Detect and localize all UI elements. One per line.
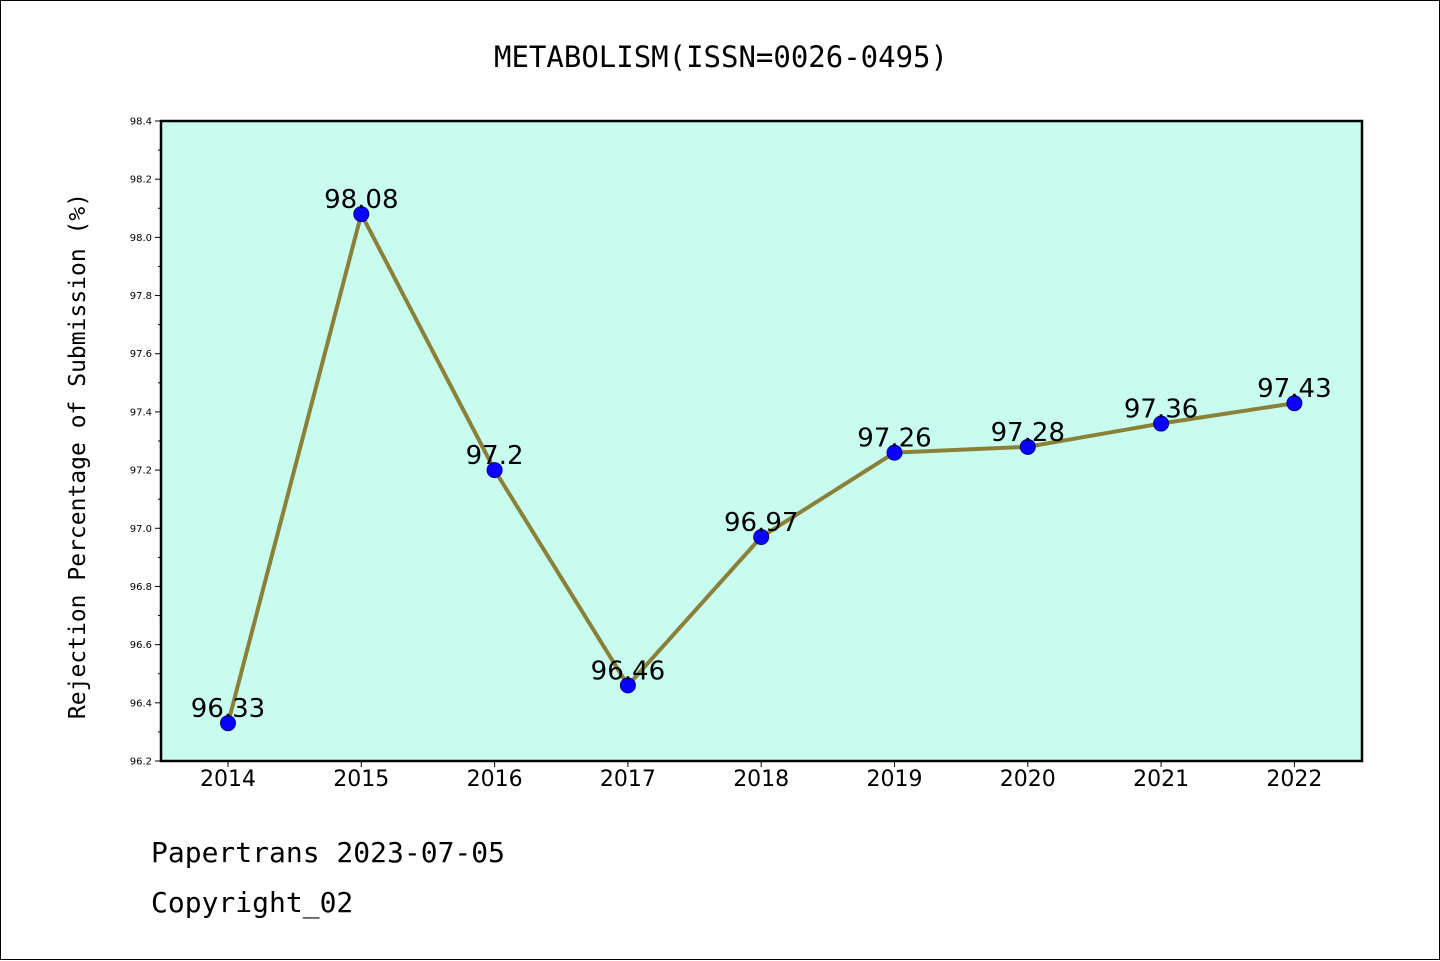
x-tick-label: 2020: [1000, 767, 1056, 792]
data-label: 97.43: [1257, 374, 1331, 404]
y-tick-label: 96.2: [130, 757, 152, 768]
data-point-marker: [1019, 438, 1036, 455]
data-label: 96.97: [724, 508, 798, 538]
y-tick-label: 98.4: [130, 117, 152, 128]
x-tick-label: 2021: [1133, 767, 1189, 792]
x-tick-label: 2014: [200, 767, 256, 792]
y-tick-label: 98.2: [130, 175, 152, 186]
y-tick-label: 98.0: [130, 233, 152, 244]
data-label: 96.33: [191, 694, 265, 724]
data-label: 98.08: [324, 185, 398, 215]
footer-copyright-text: Copyright_02: [151, 886, 354, 919]
y-tick-label: 96.4: [130, 698, 152, 709]
x-tick-label: 2022: [1266, 767, 1322, 792]
y-tick-label: 97.6: [130, 349, 152, 360]
y-tick-label: 96.8: [130, 582, 152, 593]
y-tick-label: 97.0: [130, 524, 152, 535]
data-point-marker: [1153, 415, 1170, 432]
chart-title: METABOLISM(ISSN=0026-0495): [494, 40, 948, 74]
data-point-marker: [886, 444, 903, 461]
y-tick-label: 96.6: [130, 640, 152, 651]
data-point-marker: [619, 677, 636, 694]
axis-ticks: 96.2 96.4 96.6 96.8 97.0 97.2 97.4 97.6 97.8 98.0…: [130, 117, 1323, 793]
y-tick-label: 97.8: [130, 291, 152, 302]
footer-date-text: Papertrans 2023-07-05: [151, 836, 506, 869]
plot-frame: [159, 119, 1364, 763]
data-point-marker: [486, 462, 503, 479]
data-markers: [220, 206, 1303, 732]
plot-area: [161, 121, 1362, 761]
data-label: 97.26: [857, 424, 931, 454]
x-tick-label: 2017: [600, 767, 656, 792]
x-tick-label: 2015: [333, 767, 389, 792]
data-label: 97.28: [991, 418, 1065, 448]
x-tick-label: 2018: [733, 767, 789, 792]
data-label: 97.2: [466, 441, 524, 471]
data-point-marker: [1286, 395, 1303, 412]
data-label: 96.46: [591, 656, 665, 686]
x-tick-label: 2019: [867, 767, 923, 792]
data-point-marker: [353, 206, 370, 223]
data-point-marker: [753, 529, 770, 545]
data-label: 97.36: [1124, 395, 1198, 425]
y-tick-label: 97.2: [130, 466, 152, 477]
x-tick-label: 2016: [467, 767, 523, 792]
y-tick-label: 97.4: [130, 407, 152, 418]
data-labels: 96.33 98.08 97.2 96.46 96.97 97.26 97.28 97.36 9…: [191, 185, 1332, 724]
data-point-marker: [220, 715, 236, 732]
y-axis-label: Rejection Percentage of Submission (%): [65, 193, 91, 719]
